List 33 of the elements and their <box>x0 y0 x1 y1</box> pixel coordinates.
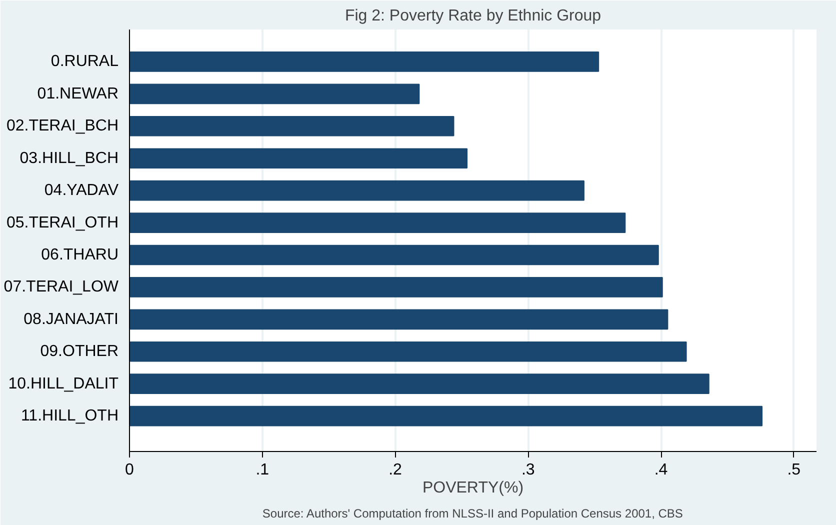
x-tick-label: .1 <box>256 462 270 478</box>
bar <box>130 277 663 298</box>
x-tick-label: .4 <box>654 462 668 478</box>
y-tick-label: 01.NEWAR <box>37 85 118 102</box>
bar <box>130 212 626 233</box>
bar <box>130 406 763 426</box>
y-tick-label: 11.HILL_OTH <box>20 408 119 425</box>
y-tick-label: 03.HILL_BCH <box>20 150 118 167</box>
y-tick-label: 08.JANAJATI <box>24 310 118 328</box>
bar <box>130 52 600 72</box>
bar <box>130 309 668 330</box>
chart-title: Fig 2: Poverty Rate by Ethnic Group <box>344 8 602 24</box>
y-tick-label: 09.OTHER <box>40 343 119 360</box>
y-tick-label: 06.THARU <box>41 246 119 264</box>
x-tick-label: .2 <box>388 462 402 478</box>
y-tick-label: 04.YADAV <box>44 182 119 200</box>
x-tick-label: .5 <box>787 462 801 478</box>
y-tick-label: 10.HILL_DALIT <box>8 375 119 392</box>
y-tick-label: 02.TERAI_BCH <box>6 118 119 135</box>
bar <box>130 148 468 169</box>
bar <box>130 180 584 201</box>
x-tick-label: .3 <box>521 462 535 478</box>
y-tick-label: 0.RURAL <box>50 53 119 70</box>
y-tick-label: 07.TERAI_LOW <box>4 278 120 296</box>
bar <box>130 116 454 136</box>
bar <box>130 374 710 394</box>
x-axis-title: POVERTY(%) <box>422 480 524 496</box>
source-note: Source: Authors' Computation from NLSS-II and Population Census 2001, CBS <box>262 506 683 520</box>
y-tick-label: 05.TERAI_OTH <box>6 214 118 232</box>
bar <box>130 341 687 362</box>
bar <box>130 84 420 104</box>
bar <box>130 244 659 266</box>
x-tick-label: 0 <box>125 462 134 478</box>
